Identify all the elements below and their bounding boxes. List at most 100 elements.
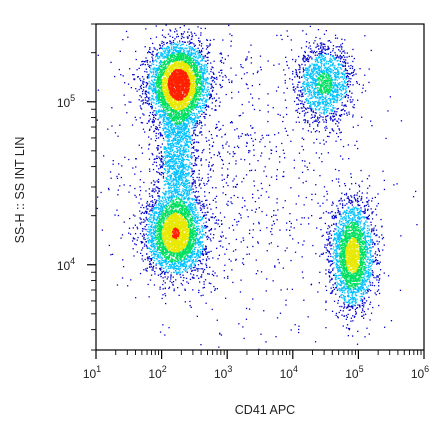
scatter-point	[346, 84, 348, 86]
scatter-point	[243, 337, 245, 340]
scatter-point	[150, 99, 152, 101]
scatter-point	[147, 148, 150, 150]
scatter-point	[348, 73, 350, 75]
scatter-point	[289, 213, 291, 215]
scatter-point	[155, 111, 157, 113]
scatter-point	[159, 210, 161, 213]
scatter-point	[201, 227, 203, 229]
scatter-point	[304, 88, 306, 90]
scatter-point	[357, 330, 359, 332]
scatter-point	[332, 48, 334, 50]
scatter-point	[262, 137, 264, 139]
scatter-point	[195, 196, 197, 198]
scatter-point	[192, 172, 195, 175]
scatter-point	[310, 110, 312, 112]
scatter-point	[194, 44, 196, 47]
scatter-point	[194, 56, 196, 59]
scatter-point	[320, 253, 322, 255]
scatter-point	[164, 259, 167, 262]
scatter-point	[252, 127, 254, 129]
scatter-point	[331, 109, 333, 111]
scatter-point	[292, 70, 294, 73]
scatter-point	[204, 73, 206, 75]
scatter-point	[205, 199, 207, 202]
scatter-point	[121, 234, 124, 236]
scatter-point	[207, 52, 210, 54]
scatter-point	[330, 102, 332, 104]
scatter-point	[146, 219, 149, 221]
scatter-point	[151, 56, 153, 58]
scatter-point	[177, 44, 179, 46]
scatter-point	[154, 208, 156, 210]
scatter-point	[110, 254, 112, 256]
scatter-point	[202, 102, 204, 104]
scatter-point	[354, 198, 356, 200]
scatter-point	[201, 211, 204, 214]
scatter-point	[351, 55, 353, 57]
scatter-point	[156, 147, 158, 149]
scatter-point	[159, 167, 162, 169]
scatter-point	[128, 101, 130, 103]
scatter-point	[215, 127, 217, 130]
scatter-point	[332, 119, 334, 121]
scatter-point	[335, 178, 338, 180]
scatter-point	[199, 232, 201, 234]
scatter-point	[134, 238, 136, 240]
scatter-point	[330, 117, 332, 120]
scatter-point	[275, 90, 278, 92]
scatter-point	[152, 189, 154, 192]
scatter-point	[233, 153, 235, 155]
scatter-point	[266, 227, 268, 229]
scatter-point	[362, 287, 364, 289]
scatter-point	[155, 202, 157, 204]
scatter-point	[155, 64, 158, 66]
scatter-point	[322, 106, 324, 108]
scatter-point	[323, 96, 325, 98]
scatter-point	[295, 73, 298, 76]
scatter-point	[235, 259, 237, 261]
scatter-point	[245, 134, 247, 136]
scatter-point	[338, 237, 340, 239]
scatter-point	[222, 39, 224, 41]
scatter-point	[259, 109, 261, 112]
scatter-point	[159, 44, 161, 46]
scatter-point	[342, 61, 344, 63]
scatter-point	[311, 78, 314, 80]
scatter-point	[363, 311, 365, 313]
scatter-point	[325, 63, 327, 65]
scatter-point	[177, 50, 179, 53]
scatter-point	[150, 106, 152, 108]
scatter-point	[329, 65, 331, 67]
scatter-point	[312, 108, 314, 110]
scatter-point	[147, 231, 150, 233]
scatter-point	[139, 117, 141, 119]
scatter-point	[374, 243, 376, 245]
scatter-point	[251, 85, 253, 87]
scatter-point	[341, 200, 343, 202]
scatter-point	[201, 216, 204, 219]
scatter-point	[178, 188, 181, 190]
scatter-point	[357, 204, 359, 207]
scatter-point	[369, 272, 371, 274]
scatter-point	[153, 110, 155, 112]
scatter-point	[267, 111, 269, 113]
scatter-point	[186, 53, 189, 55]
scatter-point	[211, 308, 213, 311]
scatter-point	[329, 292, 332, 294]
scatter-point	[202, 205, 204, 207]
scatter-point	[194, 114, 196, 116]
scatter-point	[196, 233, 199, 235]
scatter-point	[166, 122, 168, 124]
scatter-point	[336, 91, 338, 93]
scatter-point	[377, 289, 380, 291]
scatter-point	[192, 176, 194, 179]
scatter-point	[303, 81, 305, 83]
scatter-point	[341, 104, 343, 106]
scatter-point	[198, 62, 201, 64]
scatter-point	[165, 48, 167, 50]
scatter-point	[309, 104, 311, 107]
scatter-point	[319, 175, 321, 177]
scatter-point	[155, 73, 158, 75]
scatter-point	[163, 206, 165, 208]
scatter-point	[198, 199, 201, 202]
